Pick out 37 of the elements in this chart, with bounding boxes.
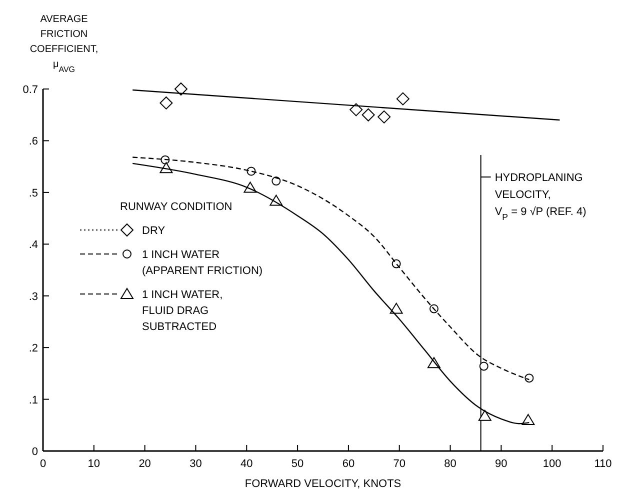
point xyxy=(362,108,375,122)
x-tick-label: 110 xyxy=(594,458,612,470)
point xyxy=(396,92,410,106)
y-tick-label: .1 xyxy=(28,394,38,406)
annotation: HYDROPLANING VELOCITY, V$_{P}$ = 9 √P (REF. 4) xyxy=(494,172,586,222)
y-tick-label: .3 xyxy=(28,290,38,303)
legend-title: RUNWAY CONDITION xyxy=(120,201,232,213)
x-tick-label: 80 xyxy=(444,458,456,470)
y-tick-label: 0.7 xyxy=(22,84,38,96)
legend-label: 1 INCH WATER, FLUID DRAG SUBTRACTED xyxy=(142,289,223,333)
x-tick-label: 30 xyxy=(190,458,202,470)
point xyxy=(478,410,492,421)
point xyxy=(378,110,391,124)
y-tick-label: .6 xyxy=(28,136,38,148)
x-tick-label: 60 xyxy=(342,458,355,470)
x-tick-label: 50 xyxy=(291,458,304,470)
point xyxy=(524,374,534,383)
legend-label: 1 INCH WATER (APPARENT FRICTION) xyxy=(142,249,263,277)
x-axis-title: FORWARD VELOCITY, KNOTS xyxy=(244,478,402,489)
y-tick-label: 0 xyxy=(32,446,38,458)
x-tick-label: 20 xyxy=(138,458,151,470)
point xyxy=(160,96,173,110)
x-tick-label: 100 xyxy=(542,458,562,470)
legend-label: DRY xyxy=(142,225,166,237)
x-tick-label: 40 xyxy=(240,458,253,470)
y-tick-label: .5 xyxy=(28,187,38,200)
point xyxy=(350,103,363,116)
x-tick-label: 90 xyxy=(495,458,508,470)
y-tick-label: .4 xyxy=(28,239,38,252)
x-tick-label: 70 xyxy=(393,458,406,470)
point xyxy=(174,82,188,96)
x-tick-label: 0 xyxy=(40,458,46,470)
point xyxy=(390,302,403,314)
x-tick-label: 10 xyxy=(88,458,100,470)
y-axis-title: AVERAGE FRICTION COEFFICIENT, μ$_{AVG}$ xyxy=(30,14,98,74)
y-tick-label: .2 xyxy=(28,342,38,355)
point xyxy=(479,362,488,371)
